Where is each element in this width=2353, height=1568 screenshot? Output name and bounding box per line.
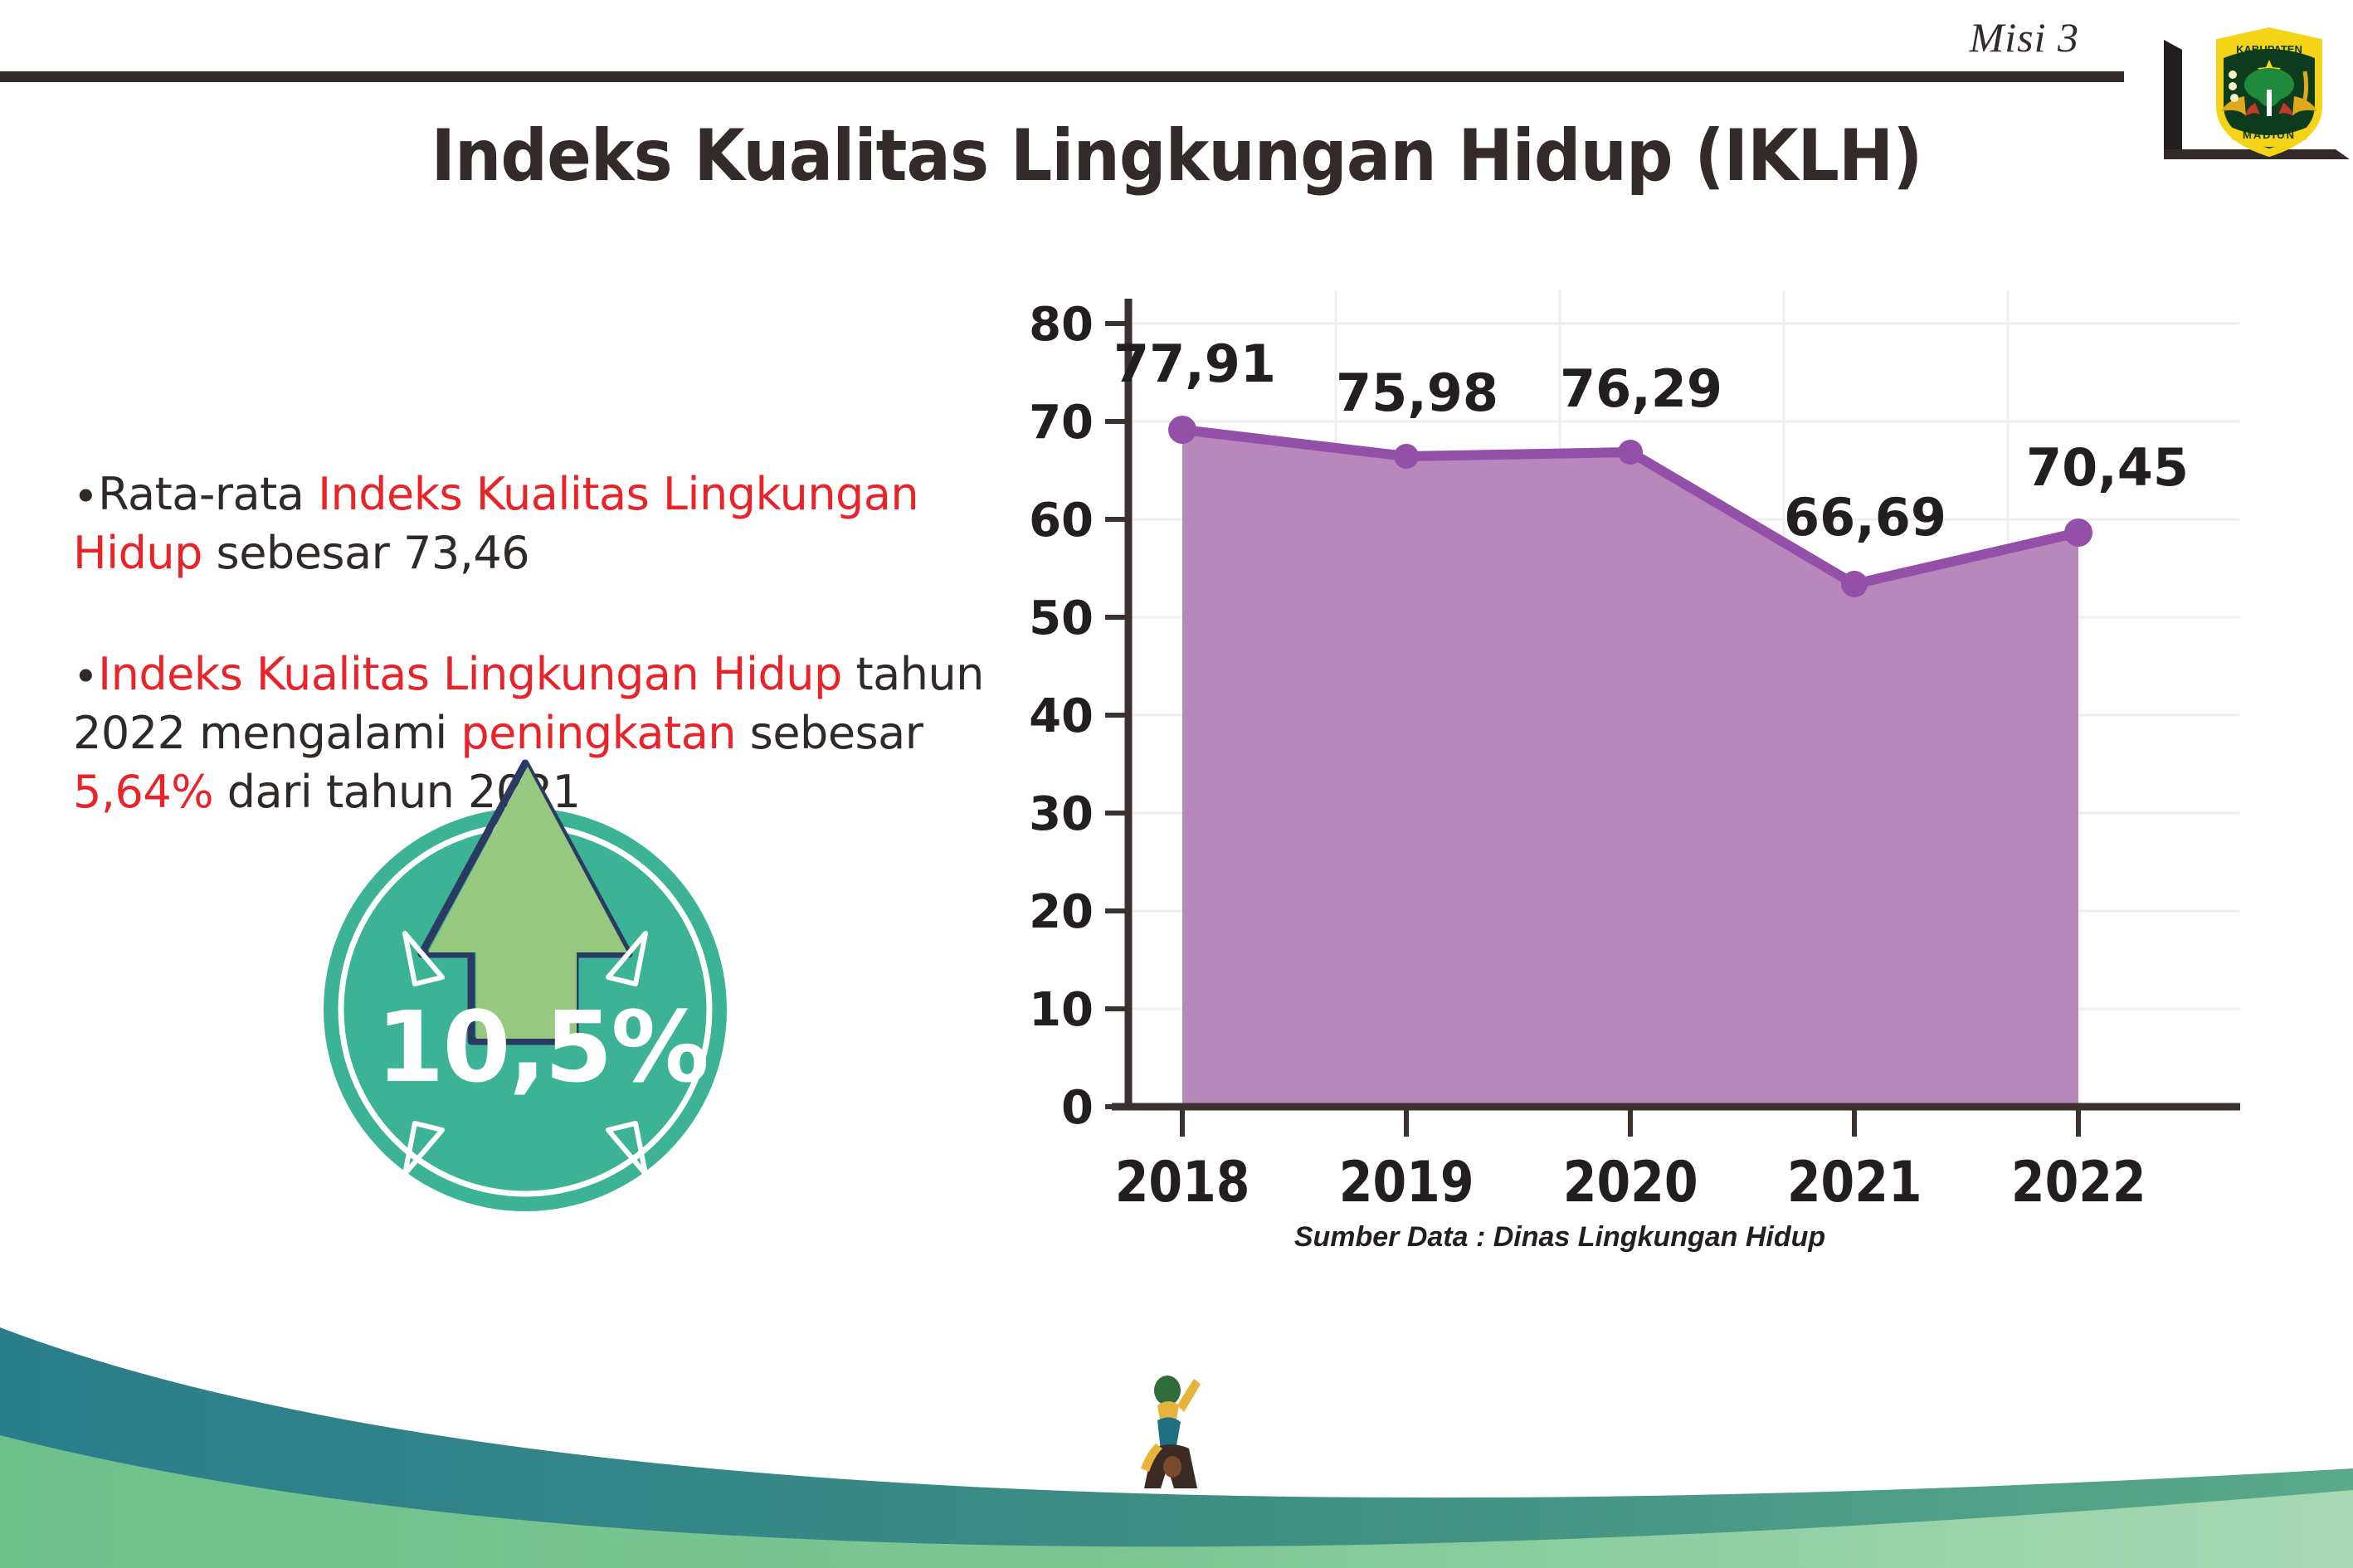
corner-arrow-icon <box>402 1121 445 1176</box>
chart-source-caption: Sumber Data : Dinas Lingkungan Hidup <box>1293 1221 1826 1253</box>
data-markers <box>1168 416 2092 597</box>
bullet-1-part-4: 5,64% <box>73 766 214 819</box>
svg-text:KABUPATEN: KABUPATEN <box>2236 43 2302 56</box>
svg-text:2018: 2018 <box>1115 1149 1250 1203</box>
bullet-dot: • <box>73 651 99 702</box>
y-tick-labels: 80 70 60 50 40 30 20 10 0 <box>1029 298 1094 1135</box>
wave-green <box>0 1435 2353 1568</box>
misi-label: Misi 3 <box>1969 14 2079 61</box>
bullet-list: •Rata-rata Indeks Kualitas Lingkungan Hi… <box>73 465 986 858</box>
page-title: Indeks Kualitas Lingkungan Hidup (IKLH) <box>431 114 1922 197</box>
increase-badge: 10,5% <box>322 755 762 1220</box>
value-labels: 77,91 75,98 76,29 66,69 70,45 <box>1113 334 2189 548</box>
svg-text:50: 50 <box>1029 592 1094 645</box>
svg-text:20: 20 <box>1029 885 1094 939</box>
area-fill <box>1182 430 2078 1107</box>
up-arrow-icon <box>428 767 627 1039</box>
svg-text:70,45: 70,45 <box>2026 437 2189 498</box>
kabupaten-madiun-emblem-icon: KABUPATEN MADIUN <box>2207 23 2331 160</box>
svg-text:2022: 2022 <box>2011 1149 2146 1203</box>
bullet-0-part-0: Rata-rata <box>98 468 319 520</box>
footer-text: Media Infografis Data Statistik Sektoral… <box>1207 1424 2353 1470</box>
svg-text:70: 70 <box>1029 396 1094 450</box>
x-tick-labels: 2018 2019 2020 2021 2022 <box>1115 1149 2146 1203</box>
svg-text:66,69: 66,69 <box>1784 487 1946 548</box>
bullet-1-part-1: tahun 2022 mengalami <box>73 647 984 759</box>
corner-arrow-icon <box>606 1121 648 1176</box>
svg-text:10: 10 <box>1029 983 1094 1037</box>
svg-text:40: 40 <box>1029 689 1094 743</box>
bullet-dot: • <box>73 472 99 523</box>
footer-wave <box>0 1294 2353 1568</box>
logo-bracket-frame <box>2157 33 2353 166</box>
svg-text:MADIUN: MADIUN <box>2243 129 2296 141</box>
bullet-1-part-3: sebesar <box>736 706 923 759</box>
svg-text:0: 0 <box>1061 1081 1094 1135</box>
x-ticks <box>1180 1107 2081 1137</box>
bullet-1-part-0: Indeks Kualitas Lingkungan Hidup <box>98 647 842 700</box>
svg-text:60: 60 <box>1029 494 1094 548</box>
svg-text:2020: 2020 <box>1563 1149 1698 1203</box>
bullet-0-part-1: Indeks Kualitas Lingkungan Hidup <box>73 468 919 580</box>
statistics-person-logo-icon <box>1133 1369 1224 1493</box>
bullet-item-average: •Rata-rata Indeks Kualitas Lingkungan Hi… <box>73 465 986 583</box>
svg-text:75,98: 75,98 <box>1336 363 1498 423</box>
bullet-1-part-2: peningkatan <box>460 706 737 759</box>
corner-arrow-icon <box>606 931 648 986</box>
svg-text:80: 80 <box>1029 298 1094 352</box>
corner-arrow-icon <box>402 931 445 986</box>
header-rule <box>0 71 2124 82</box>
svg-text:2021: 2021 <box>1787 1149 1922 1203</box>
wave-teal <box>0 1327 2353 1568</box>
iklh-area-chart: 80 70 60 50 40 30 20 10 0 77,91 75,98 76… <box>979 290 2240 1203</box>
svg-text:30: 30 <box>1029 787 1094 841</box>
svg-text:77,91: 77,91 <box>1113 334 1276 394</box>
svg-text:76,29: 76,29 <box>1560 358 1722 419</box>
bullet-0-part-2: sebesar 73,46 <box>202 527 530 580</box>
svg-text:2019: 2019 <box>1339 1149 1474 1203</box>
